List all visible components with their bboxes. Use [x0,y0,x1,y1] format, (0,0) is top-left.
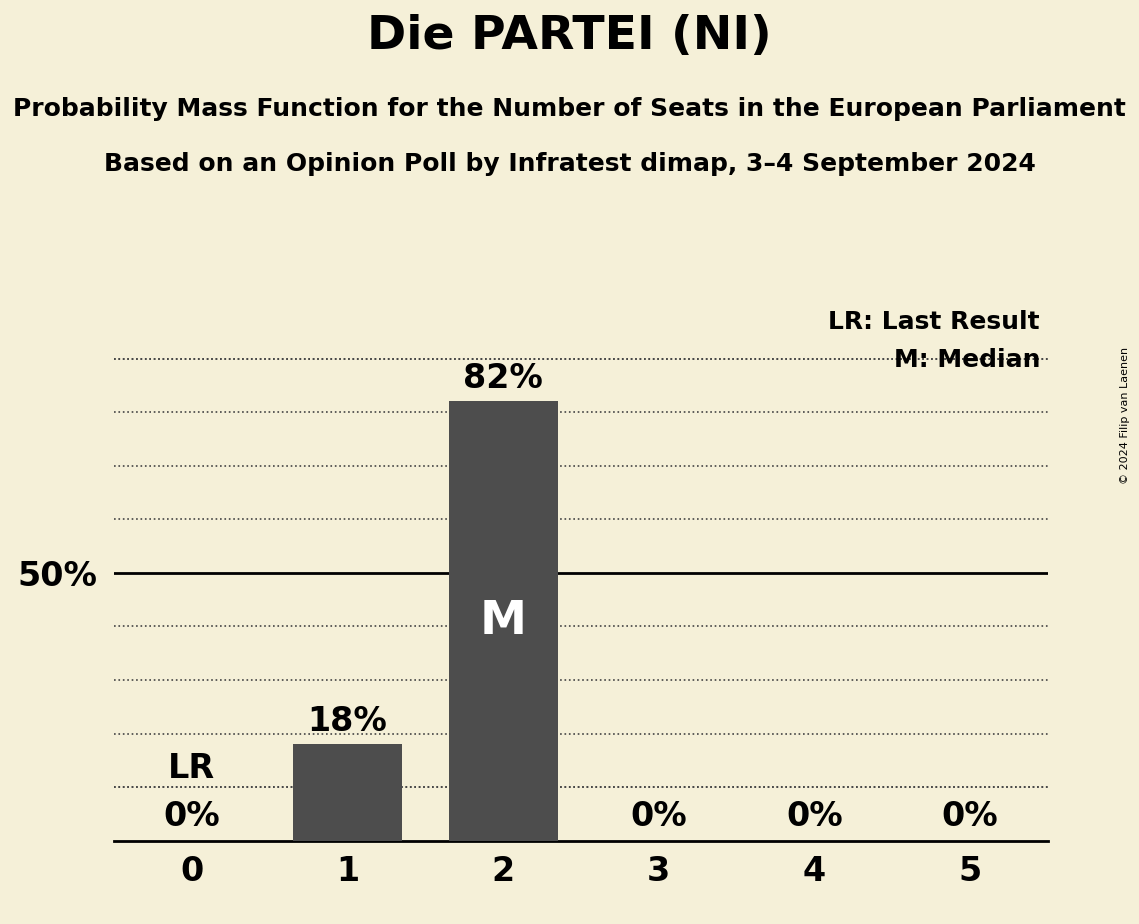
Text: M: Median: M: Median [894,347,1040,371]
Text: Probability Mass Function for the Number of Seats in the European Parliament: Probability Mass Function for the Number… [13,97,1126,121]
Bar [449,401,557,841]
Text: Die PARTEI (NI): Die PARTEI (NI) [367,14,772,59]
Text: M: M [480,599,526,644]
Text: 0%: 0% [163,800,220,833]
Text: LR: LR [169,751,215,784]
Text: © 2024 Filip van Laenen: © 2024 Filip van Laenen [1120,347,1130,484]
Text: Based on an Opinion Poll by Infratest dimap, 3–4 September 2024: Based on an Opinion Poll by Infratest di… [104,152,1035,176]
Bar [293,745,402,841]
Text: 82%: 82% [464,362,543,395]
Text: 0%: 0% [786,800,843,833]
Text: 0%: 0% [630,800,687,833]
Text: 0%: 0% [942,800,999,833]
Text: 18%: 18% [308,705,387,738]
Text: LR: Last Result: LR: Last Result [828,310,1040,334]
